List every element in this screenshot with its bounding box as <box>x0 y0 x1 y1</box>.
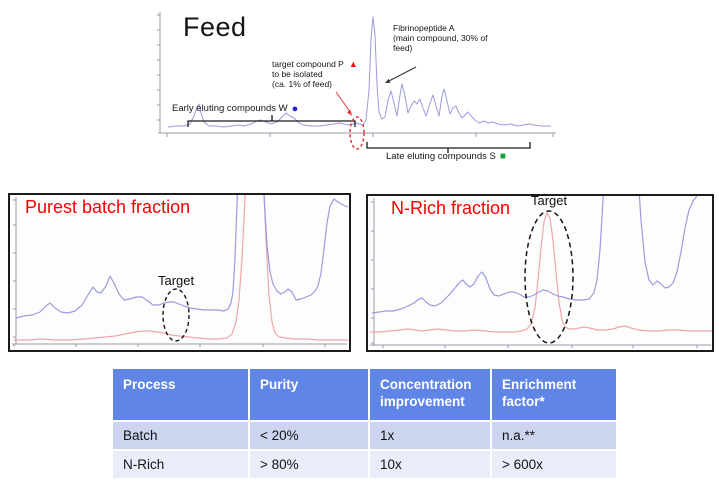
nrich-x-ticks <box>382 345 698 348</box>
purest-batch-plot <box>12 195 349 347</box>
green-square-icon: ■ <box>499 151 506 162</box>
batch-pink-trace <box>14 195 348 341</box>
table-cell-nrich-process: N-Rich <box>113 451 248 478</box>
main-peak-annotation-arrow <box>386 66 417 83</box>
table-header-concentration: Concentration improvement <box>370 369 490 420</box>
batch-x-ticks <box>13 344 326 347</box>
target-annotation-line3: (ca. 1% of feed) <box>272 79 333 89</box>
blue-circle-icon: ● <box>291 103 299 115</box>
target-annotation-arrow <box>335 91 352 114</box>
batch-target-label: Target <box>158 273 195 288</box>
table-header-enrichment: Enrichment factor* <box>492 369 616 420</box>
feed-title: Feed <box>183 12 247 42</box>
table-header-process: Process <box>113 369 248 420</box>
batch-y-ticks <box>13 199 16 338</box>
red-triangle-icon: ▲ <box>348 59 358 69</box>
late-compounds-label: Late eluting compounds S ■ <box>386 151 506 162</box>
target-annotation-line1: target compound P <box>272 59 344 69</box>
target-compound-annotation: target compound P ▲ to be isolated (ca. 1… <box>272 59 358 89</box>
n-rich-fraction-panel <box>366 194 714 352</box>
table-header-purity: Purity <box>250 369 368 420</box>
feed-trace <box>167 16 551 128</box>
feed-target-ellipse <box>349 116 365 150</box>
nrich-target-ellipse <box>524 210 574 344</box>
main-peak-annotation-arrowhead <box>385 78 391 83</box>
nrich-pink-trace <box>370 212 712 333</box>
nrich-target-label: Target <box>531 193 568 208</box>
nrich-blue-trace <box>371 196 698 314</box>
purest-batch-fraction-title: Purest batch fraction <box>25 197 191 217</box>
feed-y-ticks <box>157 14 160 121</box>
late-compounds-bracket <box>366 142 531 149</box>
target-annotation-line2: to be isolated <box>272 69 323 79</box>
main-peak-annotation: Fibrinopeptide A (main compound, 30% of … <box>393 23 488 53</box>
table-cell-nrich-enrichment: > 600x <box>492 451 616 478</box>
table-cell-batch-process: Batch <box>113 422 248 449</box>
feed-x-ticks <box>166 133 554 137</box>
purest-batch-fraction-panel <box>8 193 351 352</box>
feed-chromatogram-plot <box>157 12 556 153</box>
nrich-y-ticks <box>371 201 374 344</box>
n-rich-fraction-title: N-Rich fraction <box>391 198 511 218</box>
table-cell-batch-purity: < 20% <box>250 422 368 449</box>
target-annotation-arrowhead <box>346 109 352 116</box>
batch-blue-trace <box>15 195 349 319</box>
table-cell-nrich-concentration: 10x <box>370 451 490 478</box>
late-compounds-text: Late eluting compounds S <box>386 151 496 162</box>
table-cell-batch-concentration: 1x <box>370 422 490 449</box>
table-cell-nrich-purity: > 80% <box>250 451 368 478</box>
table-cell-batch-enrichment: n.a.** <box>492 422 616 449</box>
batch-target-ellipse <box>162 288 190 342</box>
early-compounds-text: Early eluting compounds W <box>172 103 288 114</box>
n-rich-plot <box>370 196 712 348</box>
results-table: Process Purity Concentration improvement… <box>113 369 616 478</box>
early-compounds-label: Early eluting compounds W ● <box>172 103 298 115</box>
